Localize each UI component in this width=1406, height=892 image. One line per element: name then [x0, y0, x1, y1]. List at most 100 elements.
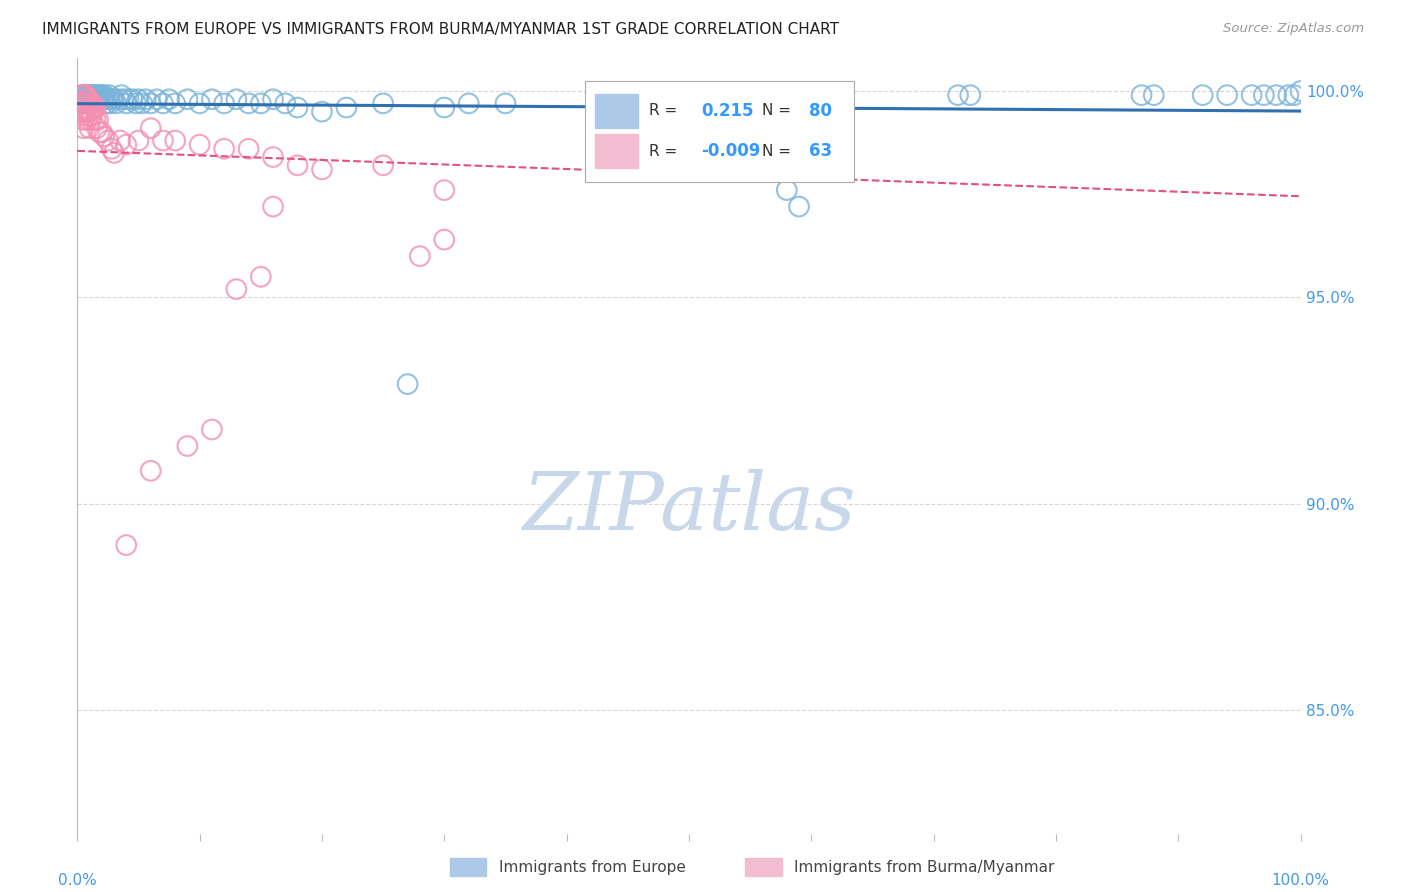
Point: [73, 88, 96, 103]
Point: [72, 88, 94, 103]
Point: [79, 109, 101, 123]
Text: IMMIGRANTS FROM EUROPE VS IMMIGRANTS FROM BURMA/MYANMAR 1ST GRADE CORRELATION CH: IMMIGRANTS FROM EUROPE VS IMMIGRANTS FRO…: [42, 22, 839, 37]
FancyBboxPatch shape: [595, 94, 637, 128]
Point: [91, 92, 114, 106]
Text: ZIPatlas: ZIPatlas: [522, 469, 856, 547]
Point: [94, 92, 117, 106]
Text: 100.0%: 100.0%: [1271, 873, 1330, 888]
Point: [188, 96, 211, 111]
Point: [100, 142, 122, 156]
Point: [76, 112, 98, 127]
Point: [103, 92, 125, 106]
Point: [84, 92, 107, 106]
Point: [152, 96, 174, 111]
Point: [157, 92, 180, 106]
Point: [72, 121, 94, 136]
Point: [959, 88, 981, 103]
Point: [72, 96, 94, 111]
Point: [335, 101, 357, 115]
Point: [1143, 88, 1166, 103]
Point: [77, 92, 100, 106]
Point: [100, 92, 122, 106]
Point: [72, 112, 94, 127]
Point: [146, 92, 169, 106]
Point: [108, 134, 131, 148]
Text: N =: N =: [762, 144, 792, 159]
Point: [176, 439, 198, 453]
Point: [115, 538, 138, 552]
Point: [93, 129, 115, 144]
Point: [77, 104, 100, 119]
Point: [76, 92, 98, 106]
Point: [80, 112, 103, 127]
Point: [787, 200, 810, 214]
Text: Immigrants from Burma/Myanmar: Immigrants from Burma/Myanmar: [794, 860, 1054, 874]
Point: [83, 101, 105, 115]
Point: [433, 101, 456, 115]
Point: [1191, 88, 1213, 103]
Point: [108, 92, 131, 106]
Point: [73, 96, 96, 111]
Point: [87, 112, 110, 127]
Point: [946, 88, 969, 103]
Point: [75, 88, 97, 103]
Point: [73, 88, 96, 103]
Point: [135, 92, 157, 106]
Point: [1216, 88, 1239, 103]
Point: [131, 96, 153, 111]
Point: [1265, 88, 1288, 103]
Point: [75, 96, 97, 111]
Point: [89, 92, 111, 106]
Text: 80: 80: [808, 102, 832, 120]
Point: [396, 377, 419, 392]
Point: [80, 88, 103, 103]
Point: [77, 92, 100, 106]
Point: [86, 121, 108, 136]
Point: [238, 142, 260, 156]
Point: [80, 96, 103, 111]
Point: [80, 92, 103, 106]
Point: [250, 269, 273, 284]
FancyBboxPatch shape: [585, 81, 853, 182]
Point: [84, 88, 107, 103]
Point: [79, 88, 101, 103]
Point: [125, 96, 148, 111]
Point: [90, 88, 112, 103]
Text: 0.215: 0.215: [702, 102, 754, 120]
Text: R =: R =: [648, 144, 676, 159]
Point: [1289, 84, 1312, 98]
Text: R =: R =: [648, 103, 676, 119]
Point: [188, 137, 211, 152]
Point: [238, 96, 260, 111]
Point: [70, 104, 93, 119]
Point: [139, 464, 162, 478]
Point: [433, 183, 456, 197]
Point: [1240, 88, 1263, 103]
Point: [176, 92, 198, 106]
Point: [86, 88, 108, 103]
Point: [1284, 88, 1306, 103]
Text: -0.009: -0.009: [702, 142, 761, 160]
Point: [225, 92, 247, 106]
Point: [262, 200, 284, 214]
Point: [70, 88, 93, 103]
Point: [127, 134, 149, 148]
Point: [97, 92, 120, 106]
Point: [311, 162, 333, 177]
Point: [287, 158, 309, 172]
Point: [83, 88, 105, 103]
Point: [93, 88, 115, 103]
Point: [77, 88, 100, 103]
Point: [90, 125, 112, 139]
Point: [86, 92, 108, 106]
Point: [79, 96, 101, 111]
Point: [1130, 88, 1153, 103]
Point: [115, 96, 138, 111]
Point: [80, 96, 103, 111]
Point: [121, 92, 143, 106]
Point: [225, 282, 247, 296]
Point: [105, 96, 128, 111]
Point: [127, 92, 149, 106]
Point: [165, 134, 187, 148]
Point: [371, 96, 394, 111]
